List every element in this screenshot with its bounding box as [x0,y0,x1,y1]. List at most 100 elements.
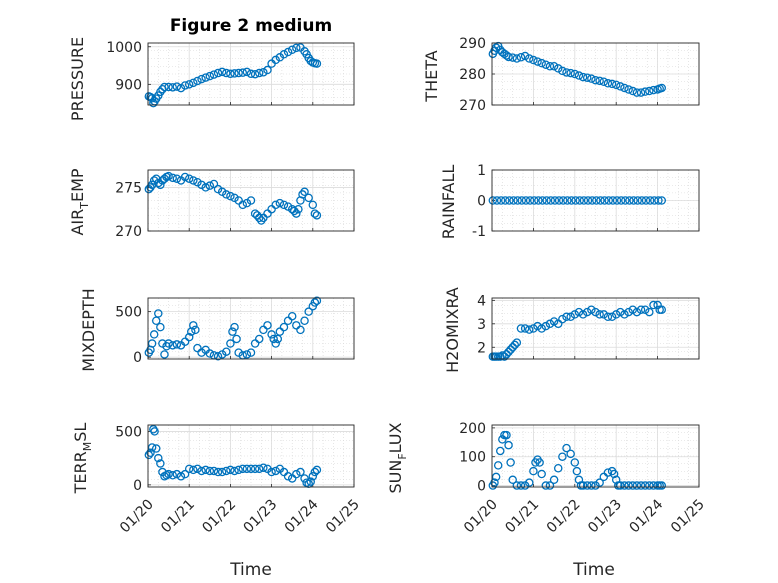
y-tick-label: 200 [459,421,486,437]
data-point [553,64,563,73]
data-point [649,300,658,310]
data-point [168,83,177,92]
data-point [500,352,509,361]
data-point [283,47,293,57]
y-tick-label: -1 [472,224,486,240]
panel-4: 0 500 [115,296,355,366]
ylabel-terr-b: SL [71,423,90,442]
data-point [230,322,239,332]
data-point [545,481,555,490]
data-point [649,85,658,95]
data-point [205,181,215,190]
panels: 9001000270280290270275-1010500234050001/… [106,36,707,536]
data-point [488,196,498,205]
y-tick-label: 280 [459,67,486,83]
data-point [300,187,309,197]
data-point [628,86,638,96]
data-point [226,465,235,475]
data-point [230,69,239,78]
data-point [620,83,629,93]
xlabel-left: Time [229,560,272,580]
data-point [611,475,621,485]
data-point [222,466,231,476]
panel-frame [491,42,700,106]
ylabel-mixdepth: MIXDEPTH [79,288,98,371]
data-point [504,440,513,450]
data-point [636,481,646,490]
data-point [578,481,588,490]
data-point [306,477,315,486]
data-point [567,196,576,205]
data-point [151,444,161,453]
data-point [172,174,182,183]
panel-0: 900 1000 [106,40,355,108]
data-point [574,71,584,80]
data-point [160,82,169,92]
data-point [591,75,600,85]
data-point [201,465,210,475]
x-tick-label: 01/20 [461,497,501,537]
data-point [525,325,534,334]
data-point [632,481,642,490]
data-point [521,196,531,205]
data-point [520,324,530,333]
data-point [269,334,278,344]
data-point [645,196,655,205]
data-point [197,74,206,84]
data-point [275,198,285,208]
data-point [242,350,252,359]
data-point [628,305,638,314]
panel-frame [491,297,700,360]
data-point [537,58,546,68]
data-point [574,307,584,317]
data-point [649,481,658,490]
data-point [538,196,547,205]
data-point [529,324,538,333]
data-point [607,79,617,89]
data-point [657,305,666,314]
data-point [310,467,320,477]
data-point [271,339,280,348]
panel-frame [147,424,355,488]
data-point [621,196,630,205]
data-point [500,196,510,205]
data-point [525,54,534,63]
data-point [512,338,522,347]
data-point [525,478,534,487]
data-point [254,213,264,223]
data-point [620,481,629,490]
data-point [242,67,252,77]
data-point [308,472,318,481]
y-tick-label: 500 [115,305,142,321]
data-point [242,464,252,474]
data-point [246,69,256,79]
y-tick-label: 1 [477,163,486,179]
x-tick-label: 01/22 [199,497,239,537]
data-point [238,200,248,210]
data-point [529,466,538,476]
data-point [296,467,305,477]
data-point [308,200,318,210]
data-point [595,310,604,319]
data-point [217,467,227,477]
data-point [616,82,625,91]
data-point [312,465,322,475]
data-point [180,172,190,182]
data-point [653,300,662,310]
data-point [312,59,322,68]
data-point [502,350,511,359]
data-point [541,481,551,490]
data-point [205,71,215,81]
data-point [632,88,642,97]
data-point [506,458,515,467]
data-point [563,196,572,205]
data-point [616,307,625,317]
data-point [562,443,571,453]
ylabel-sun-sub: F [396,453,409,459]
data-point [156,180,165,190]
data-point [213,467,223,477]
data-point [180,469,190,479]
data-point [603,312,613,322]
data-point [191,325,200,335]
data-point [506,345,515,354]
